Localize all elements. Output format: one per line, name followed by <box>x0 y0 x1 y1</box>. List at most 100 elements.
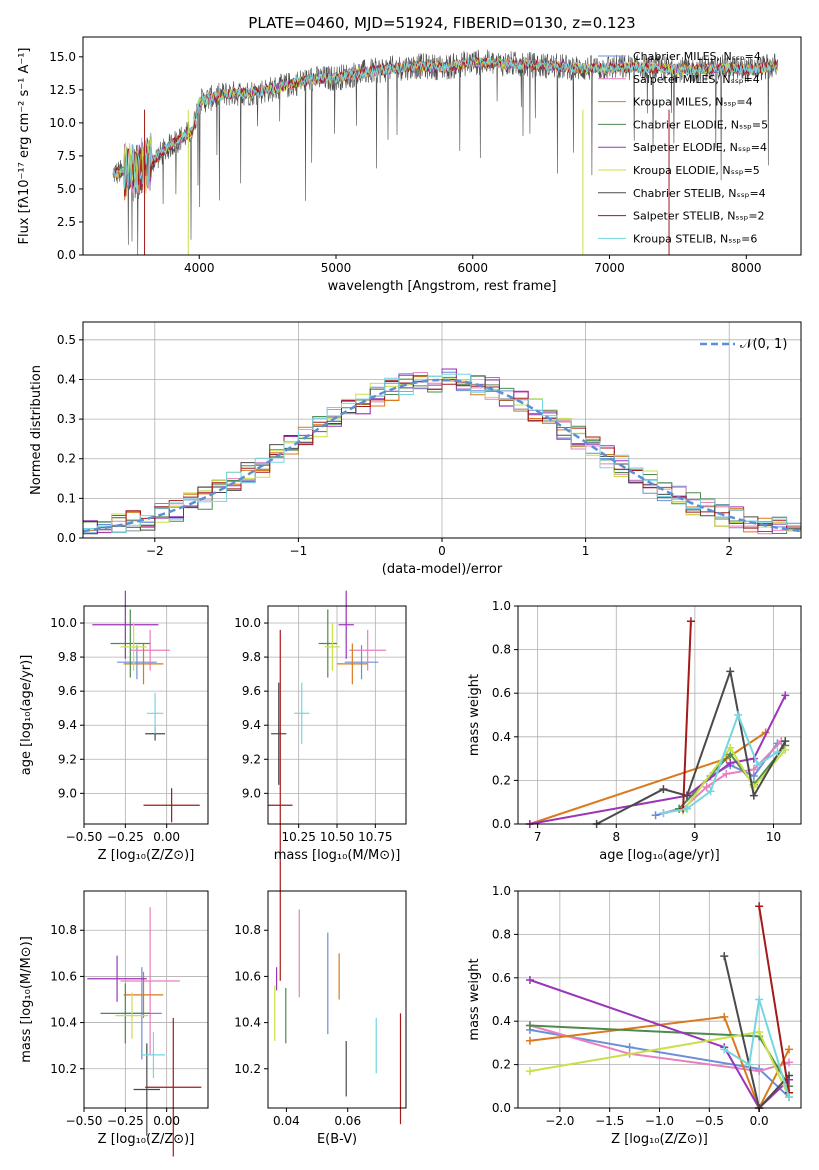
x-tick-label: 10 <box>766 830 781 844</box>
weight-series-kroupa-stelib <box>720 995 794 1102</box>
x-tick-label: 10.75 <box>358 830 392 844</box>
errorbar-chabrier-elodie <box>318 609 337 678</box>
y-axis-label: Normed distribution <box>29 365 44 495</box>
y-tick-label: 10.0 <box>49 116 76 130</box>
plot-area-mass-vs-Z <box>87 907 202 1157</box>
weight-marker <box>659 809 668 818</box>
errorbar-salpeter-stelib <box>143 788 200 823</box>
x-axis-label: Z [log₁₀(Z/Z⊙)] <box>98 848 195 863</box>
weight-marker <box>755 1067 764 1076</box>
normal-curve <box>82 378 802 533</box>
y-tick-label: 10.0 <box>50 616 77 630</box>
y-tick-label: 9.6 <box>58 684 77 698</box>
weight-marker <box>525 1021 534 1030</box>
weight-line <box>529 979 790 1110</box>
x-axis-label: Z [log₁₀(Z/Z⊙)] <box>611 1132 708 1147</box>
y-axis-label: mass weight <box>467 674 482 756</box>
x-axis-label: wavelength [Angstrom, rest frame] <box>328 279 557 294</box>
weight-marker <box>773 748 782 757</box>
panel-spectrum: 4000 5000 6000 7000 8000 0.0 2.5 5.0 7.5 10.0 12.5… <box>17 36 802 294</box>
weight-marker <box>785 1058 794 1067</box>
y-tick-label: 12.5 <box>49 83 76 97</box>
weight-marker <box>781 745 790 754</box>
x-tick-label: 9 <box>691 830 699 844</box>
x-tick-label: −2.0 <box>545 1114 574 1128</box>
x-tick-label: −0.5 <box>695 1114 724 1128</box>
x-tick-label: 2 <box>725 544 733 558</box>
y-tick-label: 9.4 <box>58 718 77 732</box>
weight-marker <box>726 758 735 767</box>
x-axis-label: Z [log₁₀(Z/Z⊙)] <box>98 1132 195 1147</box>
weight-marker <box>753 761 762 770</box>
errorbar-salpeter-miles <box>120 907 180 1055</box>
errorbar-salpeter-elodie <box>338 590 354 659</box>
plot-area-weights-vs-Z <box>525 902 794 1112</box>
errorbar-salpeter-stelib <box>268 629 293 981</box>
weight-marker <box>525 1067 534 1076</box>
axes-spectrum: 4000 5000 6000 7000 8000 0.0 2.5 5.0 7.5 10.0 12.5… <box>17 36 802 294</box>
weight-marker <box>720 952 729 961</box>
weight-series-salpeter-stelib <box>755 902 794 1097</box>
axes-age-vs-mass: 10.25 10.50 10.75 9.0 9.2 9.4 9.6 9.8 10.0 mass [… <box>234 605 407 863</box>
x-tick-label: 0.00 <box>153 1114 180 1128</box>
weight-marker <box>720 1045 729 1054</box>
axes-residuals: −2 −1 0 1 2 0.0 0.1 0.2 0.3 0.4 0.5 (data-model)/er… <box>29 321 802 577</box>
y-tick-label: 9.8 <box>242 650 261 664</box>
y-axis-label: Flux [fλ10⁻¹⁷ erg cm⁻² s⁻¹ A⁻¹] <box>17 48 32 245</box>
axes-weights-vs-Z: −2.0 −1.5 −1.0 −0.5 0.0 0.0 0.2 0.4 0.6 0.8 1.0 Z [… <box>467 884 802 1147</box>
weight-marker <box>525 1036 534 1045</box>
spectrum-line-kroupa-stelib <box>112 56 779 192</box>
y-tick-label: 0.6 <box>492 686 511 700</box>
y-tick-label: 0.0 <box>57 531 76 545</box>
x-tick-label: 0.00 <box>153 830 180 844</box>
weight-line <box>596 667 787 825</box>
weight-marker <box>651 811 660 820</box>
x-tick-label: −0.25 <box>107 1114 144 1128</box>
legend-entry: Chabrier STELIB, Nₛₛₚ=4 <box>633 187 766 200</box>
panel-age-vs-Z: −0.50 −0.25 0.00 9.0 9.2 9.4 9.6 9.8 10.0 Z [log₁… <box>19 590 209 863</box>
plot-area-age-vs-mass <box>268 590 387 981</box>
y-tick-label: 0.5 <box>57 333 76 347</box>
axes-frame <box>82 36 802 256</box>
y-tick-label: 7.5 <box>57 149 76 163</box>
weight-series-kroupa-stelib <box>659 711 782 818</box>
weight-marker <box>726 667 735 676</box>
y-tick-label: 0.2 <box>492 1058 511 1072</box>
x-tick-label: −1.0 <box>645 1114 674 1128</box>
legend-entry: Salpeter ELODIE, Nₛₛₚ=4 <box>633 141 767 154</box>
axes-frame <box>517 605 802 825</box>
y-axis-label: mass [log₁₀(M/M⊙)] <box>19 936 34 1063</box>
panel-mass-vs-EBV: 0.04 0.06 10.2 10.4 10.6 10.8 E(B-V) <box>234 890 407 1147</box>
errorbar-salpeter-miles <box>349 629 387 671</box>
x-tick-label: −0.50 <box>66 830 103 844</box>
errorbar-kroupa-miles <box>337 643 368 685</box>
plot-area-mass-vs-EBV <box>274 909 402 1125</box>
legend-entry: Kroupa ELODIE, Nₛₛₚ=5 <box>633 164 760 177</box>
errorbar-salpeter-miles <box>130 629 170 671</box>
axes-frame <box>83 890 209 1109</box>
y-tick-label: 1.0 <box>492 599 511 613</box>
weight-marker <box>755 995 764 1004</box>
weight-line <box>682 621 692 809</box>
y-tick-label: 10.4 <box>50 1016 77 1030</box>
x-tick-label: 0.04 <box>273 1114 300 1128</box>
weight-marker <box>525 975 534 984</box>
y-axis-label: mass weight <box>467 958 482 1040</box>
weight-line <box>758 906 790 1093</box>
y-tick-label: 0.1 <box>57 491 76 505</box>
legend-entry: Kroupa STELIB, Nₛₛₚ=6 <box>633 232 757 245</box>
weight-marker <box>781 691 790 700</box>
weight-marker <box>745 1060 754 1069</box>
x-tick-label: 0 <box>438 544 446 558</box>
y-tick-label: 0.8 <box>492 927 511 941</box>
weight-line <box>529 1015 790 1111</box>
weight-line <box>529 1028 790 1098</box>
weight-marker <box>781 737 790 746</box>
y-tick-label: 2.5 <box>57 215 76 229</box>
weight-series-salpeter-elodie <box>525 691 790 828</box>
y-tick-label: 10.6 <box>234 969 261 983</box>
y-tick-label: 0.6 <box>492 971 511 985</box>
y-tick-label: 0.0 <box>57 248 76 262</box>
weight-marker <box>722 769 731 778</box>
y-tick-label: 0.2 <box>57 452 76 466</box>
